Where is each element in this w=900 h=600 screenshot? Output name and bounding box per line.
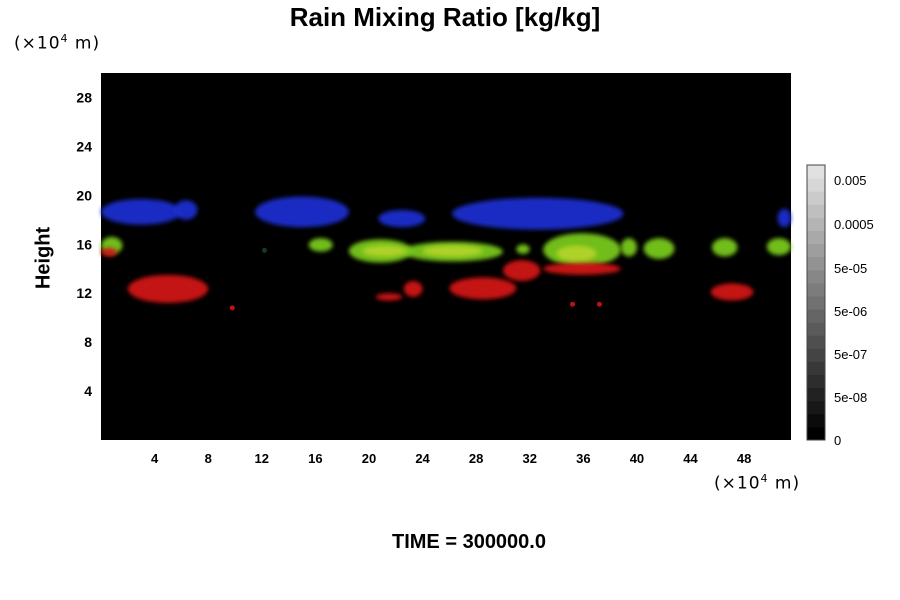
colorbar-swatch — [807, 256, 825, 271]
y-tick-label: 8 — [84, 334, 92, 350]
colorbar-label: 5e-07 — [834, 347, 867, 362]
x-axis-unit: (×104 m) — [714, 472, 801, 494]
colorbar-swatch — [807, 426, 825, 441]
red-rain-band — [710, 283, 754, 301]
colorbar-swatch — [807, 191, 825, 205]
green-rain-band — [766, 238, 792, 256]
x-tick-label: 32 — [523, 451, 537, 466]
blue-rain-band — [255, 196, 349, 228]
red-rain-band — [502, 260, 541, 281]
x-tick-label: 4 — [151, 451, 159, 466]
colorbar-label: 5e-08 — [834, 390, 867, 405]
rain-cell — [261, 247, 267, 253]
colorbar-swatch — [807, 348, 825, 362]
x-tick-label: 44 — [683, 451, 698, 466]
x-tick-label: 24 — [415, 451, 430, 466]
y-tick-labels: 4 8 12 16 20 24 28 — [76, 89, 92, 399]
colorbar-swatch — [807, 374, 825, 389]
colorbar-swatch — [807, 230, 825, 245]
y-tick-label: 28 — [76, 89, 92, 105]
red-rain-band — [543, 262, 621, 275]
colorbar-swatch — [807, 335, 825, 349]
colorbar-swatch — [807, 282, 825, 297]
y-tick-label: 20 — [76, 187, 92, 203]
colorbar-swatch — [807, 217, 825, 231]
y-tick-label: 12 — [76, 285, 92, 301]
blue-rain-band — [452, 197, 624, 230]
colorbar-frame — [806, 164, 826, 441]
y-axis-unit: (×104 m) — [14, 32, 101, 54]
colorbar-label: 5e-05 — [834, 261, 867, 276]
colorbar-swatch — [807, 309, 825, 323]
x-tick-labels: 4 8 12 16 20 24 28 32 36 40 44 48 — [151, 451, 751, 466]
green-rain-band — [516, 244, 530, 255]
time-label: TIME = 300000.0 — [392, 531, 546, 553]
rain-cell — [229, 305, 235, 311]
y-tick-label: 16 — [76, 236, 92, 252]
x-tick-label: 40 — [630, 451, 644, 466]
blue-rain-band — [100, 199, 182, 225]
green-rain-band — [711, 238, 738, 257]
blue-rain-band — [378, 210, 426, 228]
colorbar-swatch — [807, 269, 825, 284]
x-tick-label: 28 — [469, 451, 483, 466]
yellow-rain-core — [556, 245, 597, 262]
x-tick-label: 16 — [308, 451, 322, 466]
y-tick-label: 4 — [84, 383, 92, 399]
red-rain-band — [101, 247, 118, 257]
colorbar-label: 0 — [834, 433, 841, 448]
red-rain-band — [403, 280, 423, 297]
yellow-rain-core — [422, 245, 483, 257]
rain-cell — [596, 301, 602, 307]
green-rain-band — [620, 238, 637, 257]
x-tick-label: 8 — [205, 451, 212, 466]
colorbar: 0.005 0.0005 5e-05 5e-06 5e-07 5e-08 0 — [806, 164, 874, 448]
red-rain-band — [375, 293, 403, 301]
colorbar-swatch — [807, 204, 825, 218]
green-rain-band — [308, 238, 333, 252]
green-rain-band — [643, 238, 675, 259]
colorbar-swatch — [807, 322, 825, 336]
colorbar-swatch — [807, 413, 825, 428]
colorbar-swatch — [807, 243, 825, 258]
x-tick-label: 48 — [737, 451, 751, 466]
rain-cell — [570, 301, 576, 307]
colorbar-swatch — [807, 295, 825, 310]
colorbar-swatch — [807, 178, 825, 192]
colorbar-label: 5e-06 — [834, 304, 867, 319]
red-rain-band — [127, 274, 209, 303]
colorbar-swatch — [807, 400, 825, 415]
yellow-rain-core — [362, 245, 407, 257]
blue-rain-band — [777, 208, 791, 228]
colorbar-swatch — [807, 361, 825, 376]
x-tick-label: 12 — [255, 451, 269, 466]
rain-features — [100, 196, 792, 311]
blue-rain-band — [174, 200, 198, 220]
red-rain-band — [449, 277, 517, 300]
x-tick-label: 36 — [576, 451, 590, 466]
colorbar-swatch — [807, 387, 825, 402]
colorbar-label: 0.0005 — [834, 217, 874, 232]
y-tick-label: 24 — [76, 138, 92, 154]
colorbar-label: 0.005 — [834, 173, 867, 188]
chart-title: Rain Mixing Ratio [kg/kg] — [289, 2, 601, 32]
x-tick-label: 20 — [362, 451, 376, 466]
colorbar-swatch — [807, 165, 825, 179]
